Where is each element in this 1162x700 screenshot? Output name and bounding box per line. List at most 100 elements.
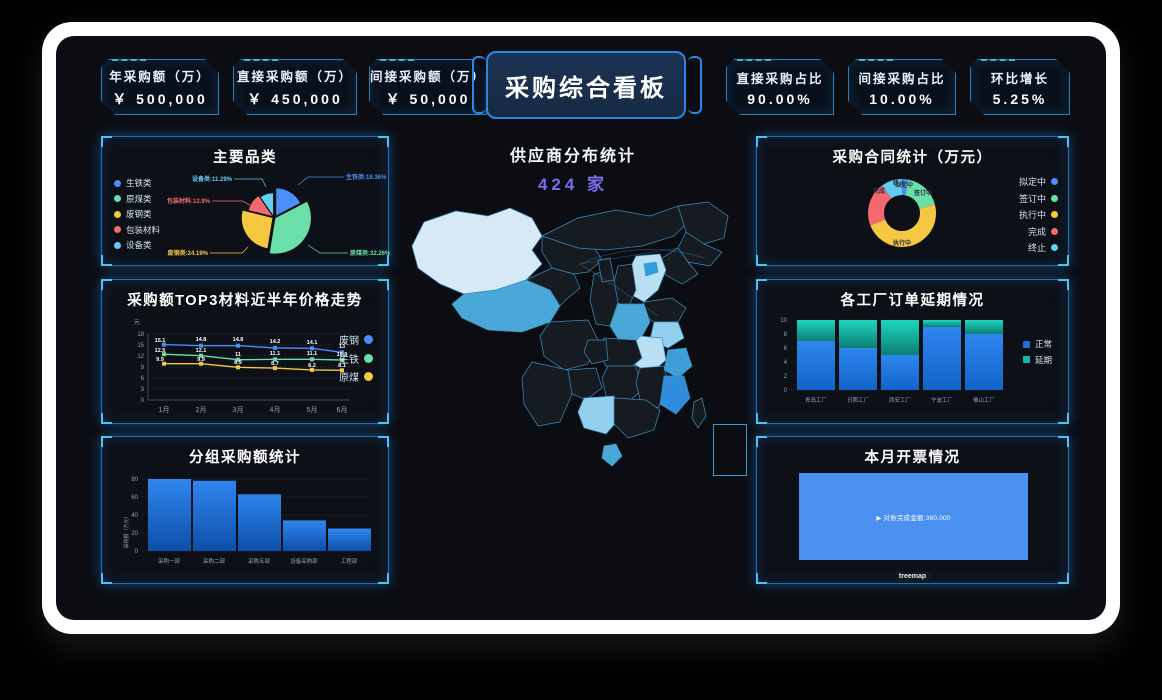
stack-normal (923, 327, 961, 390)
x-tick-labels: 采购一部 采购二部 采购五部 设备采购部 工程部 (158, 557, 358, 565)
grid-lines (148, 333, 350, 390)
bar-item (238, 494, 281, 551)
svg-text:40: 40 (131, 513, 138, 519)
legend-label: 原煤 (339, 373, 359, 384)
svg-text:6月: 6月 (337, 406, 348, 414)
corner-icon (756, 136, 767, 147)
corner-icon (756, 279, 767, 290)
legend-dot-icon (1051, 178, 1058, 185)
kpi-label: 间接采购额（万） (370, 69, 487, 84)
stack-delay (797, 320, 835, 341)
svg-text:9: 9 (141, 365, 145, 371)
svg-text:4月: 4月 (270, 406, 281, 414)
legend-item: 正常 (1022, 338, 1052, 350)
svg-text:15: 15 (137, 343, 144, 349)
svg-text:12.1: 12.1 (196, 348, 207, 354)
svg-text:8.7: 8.7 (271, 361, 279, 367)
treemap-breadcrumb[interactable]: treemap (893, 572, 932, 581)
kpi-card-growth[interactable]: 环比增长 5.25% (970, 59, 1070, 115)
svg-text:12: 12 (137, 354, 144, 360)
corner-icon (378, 279, 389, 290)
kpi-card-annual-purchase[interactable]: 年采购额（万） ￥ 500,000 (101, 59, 219, 115)
china-map[interactable] (392, 198, 754, 588)
treemap-tile-label: ▶ 对账完成金额:360,000 (876, 514, 951, 522)
svg-text:采购五部: 采购五部 (248, 557, 271, 565)
corner-icon (1058, 413, 1069, 424)
donut-slice-wancheng (868, 179, 936, 247)
stack-group-xian (881, 320, 919, 390)
pie-label: 原煤类:32.26% (350, 249, 390, 257)
legend-label: 签订中 (1018, 193, 1046, 204)
donut-slice-zhongzhi (868, 179, 936, 247)
corner-icon (101, 436, 112, 447)
pie-leader-line (307, 244, 348, 254)
treemap-tile-reconciled-amount[interactable]: ▶ 对账完成金额:360,000 (799, 473, 1028, 560)
legend-dot-icon (364, 353, 373, 363)
donut-inner-labels: 拟定中 签订中 执行中 完成 终止 (872, 179, 932, 247)
legend-item: 设备类 (114, 239, 160, 251)
map-region-chongqing (583, 339, 609, 365)
line-value-labels-shengtie: 12.5 12.1 11 11.1 11.1 10.9 (155, 348, 348, 358)
stack-delay (839, 320, 877, 348)
line-series-yuanmei (164, 363, 343, 371)
line-chart[interactable]: 元 0 3 6 9 12 15 18 1月 2月 3月 4月 (102, 312, 390, 422)
panel-title: 采购额TOP3材料近半年价格走势 (127, 293, 363, 309)
pie-label: 废钢类:24.19% (168, 249, 209, 257)
pie-slice-shengtie (276, 188, 301, 216)
map-region-inner-mongolia (541, 205, 693, 251)
panel-title: 主要品类 (213, 150, 277, 166)
panel-main-categories: 主要品类 生铁类 原煤类 废钢类 包装材料 设备类 生铁类 (101, 136, 390, 269)
svg-text:3: 3 (141, 387, 145, 393)
bar-item (193, 480, 236, 551)
legend-label: 完成 (1027, 226, 1046, 237)
stack-normal (797, 341, 835, 390)
stack-group-rizhao (839, 320, 877, 390)
svg-text:0: 0 (135, 549, 139, 555)
stack-group-qingdao (797, 320, 835, 390)
legend-square-icon (1022, 356, 1030, 363)
svg-text:3月: 3月 (233, 406, 244, 414)
y-tick-labels: 0 3 6 9 12 15 18 (137, 332, 144, 404)
svg-text:11: 11 (235, 352, 241, 358)
stack-group-ningbo (923, 320, 961, 390)
kpi-card-direct-ratio[interactable]: 直接采购占比 90.00% (726, 59, 834, 115)
bar-chart[interactable]: 采购额（万元） 0 20 40 60 80 采购一部 (102, 469, 390, 581)
legend-dot-icon (1051, 211, 1058, 218)
stacked-bar-chart[interactable]: 0 2 4 6 8 10 (757, 310, 1070, 420)
corner-icon (101, 413, 112, 424)
legend-dot-icon (364, 372, 373, 381)
y-tick-labels: 0 2 4 6 8 10 (780, 318, 787, 394)
svg-text:20: 20 (131, 531, 138, 537)
svg-text:西安工厂: 西安工厂 (889, 396, 912, 404)
legend-dot-icon (114, 226, 121, 233)
corner-icon (1058, 255, 1069, 266)
legend-item: 包装材料 (114, 224, 160, 236)
line-value-labels-yuanmei: 9.9 9.9 8.9 8.7 8.2 8.1 (156, 357, 346, 369)
stack-group-foshan (965, 320, 1003, 390)
legend-item: 延期 (1022, 354, 1052, 366)
map-region-sichuan (539, 319, 599, 371)
legend-item: 完成 (1019, 225, 1058, 238)
page-title: 采购综合看板 (486, 51, 686, 119)
legend-item: 拟定中 (1019, 175, 1058, 188)
map-region-taiwan (691, 397, 707, 429)
legend-label: 终止 (1027, 243, 1046, 253)
svg-text:14.1: 14.1 (307, 340, 318, 346)
svg-text:9.9: 9.9 (197, 357, 205, 363)
pie-leader-line (210, 246, 249, 254)
kpi-card-direct-purchase[interactable]: 直接采购额（万） ￥ 450,000 (233, 59, 357, 115)
kpi-label: 年采购额（万） (109, 69, 211, 84)
donut-chart[interactable]: 拟定中 签订中 执行中 完成 终止 (757, 161, 1070, 265)
corner-icon (101, 255, 112, 266)
svg-text:工程部: 工程部 (341, 557, 358, 565)
corner-icon (378, 573, 389, 584)
kpi-card-indirect-purchase[interactable]: 间接采购额（万） ￥ 50,000 (369, 59, 487, 115)
title-wing-left (472, 56, 486, 114)
stacked-legend: 正常 延期 (1022, 338, 1052, 369)
svg-text:执行中: 执行中 (893, 239, 911, 247)
kpi-value: 5.25% (992, 90, 1048, 107)
bar-item (283, 520, 326, 551)
map-flight-lines (579, 247, 705, 317)
pie-chart[interactable]: 生铁类:19.36% 原煤类:32.26% 废钢类:24.19% 包装材料:12… (102, 159, 390, 269)
kpi-card-indirect-ratio[interactable]: 间接采购占比 10.00% (848, 59, 956, 115)
